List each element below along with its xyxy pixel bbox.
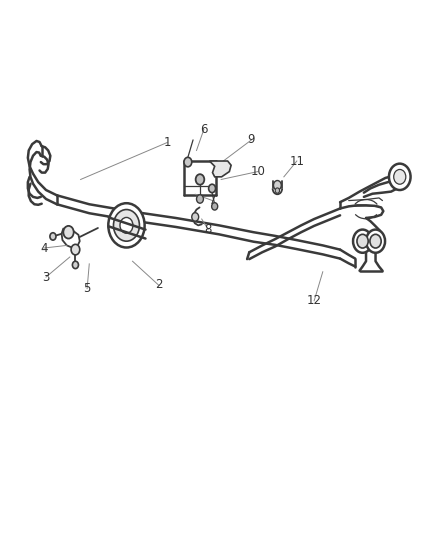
Text: 10: 10 bbox=[251, 165, 265, 178]
Circle shape bbox=[208, 184, 215, 192]
Text: 6: 6 bbox=[200, 123, 208, 136]
Polygon shape bbox=[209, 161, 231, 177]
Circle shape bbox=[50, 233, 56, 240]
Text: 4: 4 bbox=[40, 241, 48, 255]
Circle shape bbox=[275, 188, 279, 193]
Circle shape bbox=[389, 164, 410, 190]
Circle shape bbox=[370, 235, 381, 248]
Circle shape bbox=[72, 261, 78, 269]
Circle shape bbox=[64, 226, 74, 239]
Text: 2: 2 bbox=[155, 278, 162, 292]
Circle shape bbox=[192, 213, 199, 221]
Circle shape bbox=[357, 235, 368, 248]
Circle shape bbox=[366, 230, 385, 253]
Circle shape bbox=[273, 181, 281, 190]
Circle shape bbox=[108, 203, 145, 247]
Text: 8: 8 bbox=[205, 223, 212, 236]
Circle shape bbox=[394, 169, 406, 184]
Circle shape bbox=[184, 157, 192, 167]
Text: 7: 7 bbox=[209, 194, 216, 207]
Text: 9: 9 bbox=[247, 133, 255, 147]
Text: 11: 11 bbox=[290, 155, 304, 167]
Circle shape bbox=[212, 203, 218, 210]
Circle shape bbox=[197, 195, 203, 203]
Circle shape bbox=[120, 217, 133, 233]
Circle shape bbox=[71, 244, 80, 255]
Text: 3: 3 bbox=[42, 271, 49, 284]
Circle shape bbox=[113, 209, 139, 241]
Text: 12: 12 bbox=[307, 294, 321, 308]
Circle shape bbox=[196, 174, 204, 185]
Text: 5: 5 bbox=[83, 282, 91, 295]
Text: 1: 1 bbox=[163, 136, 171, 149]
Circle shape bbox=[353, 230, 372, 253]
